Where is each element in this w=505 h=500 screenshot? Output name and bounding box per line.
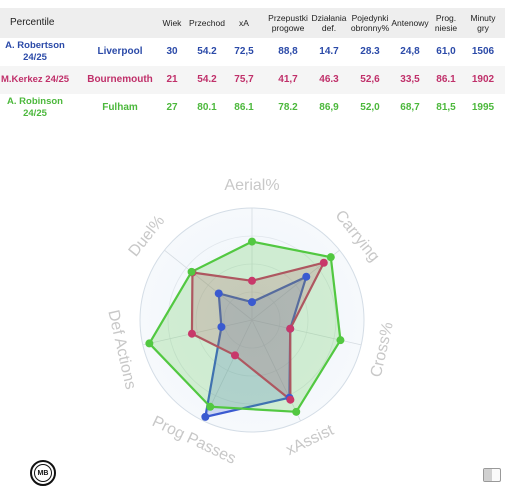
series-point: [302, 272, 311, 281]
stat-value: 88,8: [278, 46, 298, 57]
series-point: [187, 329, 196, 338]
stat-value: 86.1: [234, 102, 254, 113]
stat-value: 75,7: [234, 74, 254, 85]
series-point: [145, 339, 154, 348]
stat-value: 28.3: [360, 46, 380, 57]
logo-text: MB: [34, 464, 52, 482]
stat-value: 86.1: [436, 74, 456, 85]
series-point: [206, 402, 215, 411]
stat-value: 52,0: [360, 102, 380, 113]
header-przechod: Przechod: [189, 18, 225, 28]
series-point: [336, 336, 345, 345]
stat-value: 1902: [471, 74, 495, 85]
series-area: [190, 261, 325, 401]
table-row: A. Robertson 24/25 Liverpool 30 54.2 72,5 88,…: [0, 38, 505, 66]
series-area: [204, 275, 308, 418]
stat-value: 24,8: [400, 46, 420, 57]
stat-value: 46.3: [319, 74, 339, 85]
axis-label: Cross%: [368, 321, 397, 379]
series-point: [201, 412, 210, 421]
table-row: M.Kerkez 24/25 Bournemouth 21 54.2 75,7 41,7 4…: [0, 66, 505, 94]
club-name: Bournemouth: [87, 74, 153, 85]
player-name: M.Kerkez 24/25: [0, 74, 70, 85]
series-point: [326, 253, 335, 262]
header-przepustki: Przepustki progowe: [268, 13, 308, 33]
radar-grid: [139, 207, 365, 433]
stat-value: 1995: [471, 102, 495, 113]
stat-value: 81,5: [436, 102, 456, 113]
stat-value: 68,7: [400, 102, 420, 113]
header-dzialania: Działania def.: [311, 13, 347, 33]
series-point: [217, 322, 226, 331]
stat-value: 52,6: [360, 74, 380, 85]
header-age: Wiek: [162, 18, 182, 28]
stat-value: 14.7: [319, 46, 339, 57]
series-point: [230, 351, 239, 360]
series-point: [319, 258, 328, 267]
series-point: [248, 237, 256, 246]
table-row: A. Robinson 24/25 Fulham 27 80.1 86.1 78.2 86,…: [0, 94, 505, 122]
axis-label: xAssist: [284, 422, 338, 460]
axis-line: [251, 319, 301, 422]
toggle-button[interactable]: [483, 468, 501, 482]
stat-value: 54.2: [197, 74, 217, 85]
stat-value: 86,9: [319, 102, 339, 113]
stat-value: 54.2: [197, 46, 217, 57]
stat-value: 80.1: [197, 102, 217, 113]
series-point: [187, 267, 196, 276]
header-minutes: Minuty gry: [470, 13, 496, 33]
series-point: [214, 289, 223, 298]
series-area: [148, 240, 342, 413]
header-percentile: Percentile: [10, 17, 55, 28]
stat-value: 78.2: [278, 102, 298, 113]
series-point: [248, 298, 256, 307]
axis-label: Aerial%: [224, 177, 279, 194]
header-antenowy: Antenowy: [391, 18, 429, 28]
series-point: [286, 324, 295, 333]
stat-value: 61,0: [436, 46, 456, 57]
table-header: Percentile Wiek Przechod xA Przepustki p…: [0, 8, 505, 38]
stat-value: 33,5: [400, 74, 420, 85]
player-name: A. Robinson 24/25: [7, 96, 63, 119]
mb-logo: MB: [30, 460, 56, 486]
stat-value: 21: [166, 74, 178, 85]
stat-value: 30: [166, 46, 178, 57]
stat-value: 27: [166, 102, 178, 113]
player-name: A. Robertson 24/25: [5, 40, 65, 63]
series-point: [292, 407, 301, 416]
stat-value: 1506: [471, 46, 495, 57]
radar-series: [145, 237, 345, 421]
series-point: [286, 395, 295, 404]
club-name: Fulham: [102, 102, 138, 113]
header-xa: xA: [239, 18, 249, 28]
header-pojedynki: Pojedynki obronny%: [350, 13, 390, 33]
series-point: [248, 276, 256, 285]
stat-value: 72,5: [234, 46, 254, 57]
axis-label: Def Actions: [104, 308, 139, 391]
header-prog-niesie: Prog. niesie: [434, 13, 458, 33]
axis-line: [142, 319, 253, 346]
axis-line: [164, 249, 253, 321]
toggle-indicator: [484, 469, 492, 481]
club-name: Liverpool: [97, 46, 143, 57]
stat-value: 41,7: [278, 74, 298, 85]
